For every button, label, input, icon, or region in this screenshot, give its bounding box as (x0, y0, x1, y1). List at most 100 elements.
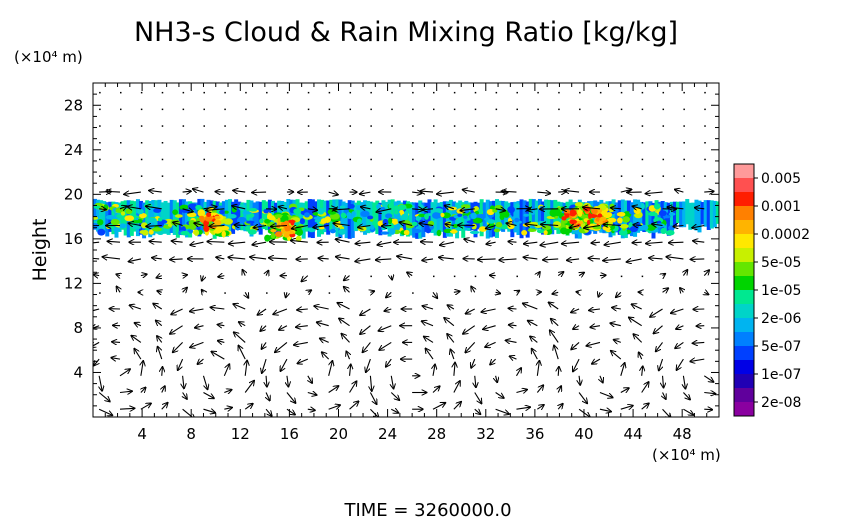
cloud-cell (151, 227, 162, 232)
wind-vector (266, 91, 268, 94)
cloud-cell (195, 204, 202, 210)
cloud-cell (351, 211, 356, 217)
cloud-cell (219, 209, 225, 215)
wind-vector (611, 208, 621, 209)
wind-vector (599, 142, 602, 144)
wind-vector (536, 385, 543, 393)
wind-vector (224, 108, 226, 111)
wind-vector (433, 365, 435, 376)
colorbar-swatch (734, 318, 754, 333)
wind-vector (314, 306, 329, 309)
cloud-cell (304, 212, 310, 218)
wind-vector (131, 336, 142, 343)
cloud-cell (653, 203, 661, 210)
cloud-core-cell (606, 217, 617, 223)
cloud-cell (180, 230, 190, 236)
cloud-core-cell (569, 219, 577, 225)
wind-vector (641, 108, 644, 111)
wind-vector (232, 206, 246, 209)
wind-vector (662, 158, 665, 161)
wind-vector (579, 375, 580, 385)
cloud-cell (344, 202, 349, 239)
wind-vector (360, 308, 371, 315)
cloud-core-cell (605, 212, 613, 218)
wind-vector (344, 287, 350, 293)
wind-vector (386, 292, 391, 297)
cloud-cell (614, 202, 619, 233)
cloud-core-cell (221, 230, 226, 238)
cloud-cell (348, 204, 355, 209)
wind-vector (397, 256, 413, 259)
cloud-cell (658, 210, 667, 217)
cloud-cell (491, 200, 496, 237)
wind-vector (245, 142, 247, 144)
wind-vector (307, 108, 310, 111)
wind-vector (234, 225, 246, 226)
wind-vector (641, 403, 649, 410)
cloud-cell (541, 225, 552, 230)
cloud-cell (409, 202, 414, 236)
wind-vector (370, 158, 372, 161)
wind-vector (262, 342, 266, 348)
wind-vector (119, 369, 130, 377)
cloud-cell (544, 199, 549, 232)
x-tick-label: 44 (624, 425, 643, 443)
cloud-cell (142, 202, 147, 239)
wind-vector (516, 368, 521, 377)
wind-vector (203, 142, 205, 144)
cloud-cell (494, 199, 499, 238)
wind-vector (93, 309, 100, 312)
wind-vector (233, 304, 246, 310)
wind-vector (412, 209, 423, 210)
cloud-cell (280, 208, 287, 212)
wind-vector (433, 142, 435, 144)
wind-vector (691, 259, 705, 260)
wind-vector (490, 358, 496, 364)
wind-vector (589, 258, 600, 259)
cloud-cell (299, 218, 306, 225)
cloud-cell (442, 201, 447, 238)
cloud-cell (440, 212, 445, 218)
cloud-cell (356, 218, 362, 224)
wind-vector (639, 352, 642, 360)
cloud-cell (105, 202, 110, 237)
cloud-cell (700, 202, 705, 225)
wind-vector (307, 175, 310, 177)
wind-vector (495, 108, 498, 111)
cloud-cell (93, 216, 99, 220)
cloud-cell (669, 201, 674, 234)
cloud-cell (694, 199, 699, 231)
wind-vector (275, 341, 288, 352)
wind-vector (245, 158, 247, 161)
wind-vector (366, 358, 371, 372)
cloud-cell (246, 220, 255, 224)
wind-vector (633, 225, 642, 226)
wind-vector (471, 287, 474, 293)
wind-vector (663, 392, 666, 399)
wind-vector (328, 158, 331, 161)
wind-vector (579, 108, 581, 111)
cloud-cell (131, 225, 142, 230)
cloud-cell (388, 202, 394, 209)
cloud-cell (163, 200, 168, 234)
wind-vector (286, 108, 289, 111)
colorbar-swatch (734, 178, 754, 193)
wind-vector (391, 108, 393, 111)
wind-vector (286, 91, 289, 94)
wind-vector (475, 375, 476, 387)
colorbar-label: 1e-05 (761, 283, 801, 299)
wind-vector (377, 242, 392, 245)
wind-vector (302, 275, 309, 282)
wind-vector (620, 142, 623, 144)
wind-vector (182, 91, 185, 94)
cloud-cell (668, 212, 676, 216)
wind-vector (671, 308, 684, 313)
wind-vector (499, 259, 517, 260)
wind-vector (516, 142, 518, 144)
wind-vector (558, 192, 566, 193)
wind-vector (195, 326, 204, 328)
wind-vector (140, 142, 143, 144)
wind-vector (390, 392, 399, 400)
wind-vector (662, 108, 665, 111)
wind-vector (509, 308, 517, 309)
